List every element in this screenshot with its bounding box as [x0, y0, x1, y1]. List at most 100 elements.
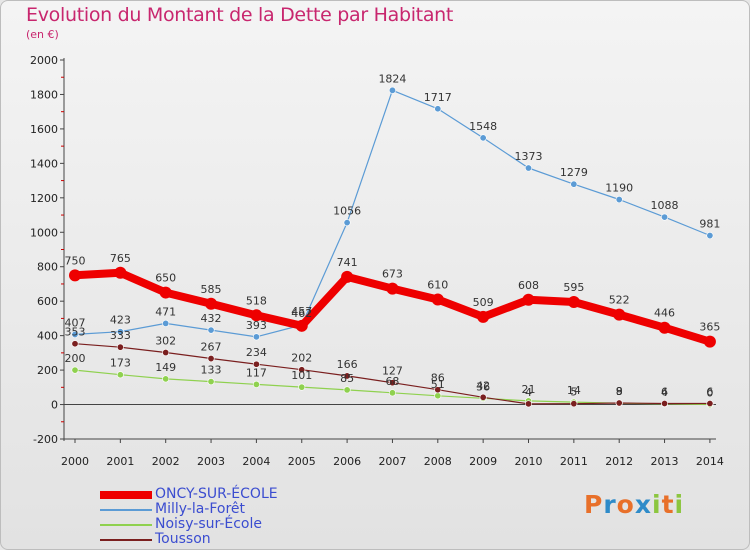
- axes: -200 0 200 400 600 800 1000 1200 1400 1600 1800 200…: [30, 54, 724, 468]
- data-point: [567, 296, 580, 309]
- legend-item: ONCY-SUR-ÉCOLE: [100, 487, 278, 502]
- data-point: [116, 343, 124, 351]
- data-point: [615, 196, 623, 204]
- data-point: [114, 266, 127, 279]
- data-point: [706, 400, 714, 408]
- data-point: [661, 400, 669, 408]
- data-label: 462: [291, 307, 312, 320]
- data-point: [71, 330, 79, 338]
- data-point: [162, 319, 170, 327]
- legend-swatch: [100, 523, 152, 526]
- y-tick-label: 1000: [30, 226, 58, 239]
- data-label: 5: [570, 386, 577, 399]
- data-label: 509: [473, 296, 494, 309]
- data-point: [116, 328, 124, 336]
- logo-letter: P: [584, 490, 604, 519]
- legend-label: ONCY-SUR-ÉCOLE: [155, 486, 278, 502]
- data-label: 4: [661, 386, 668, 399]
- logo-letter: x: [634, 490, 652, 519]
- x-tick-label: 2006: [333, 455, 361, 468]
- data-point: [343, 372, 351, 380]
- legend-swatch: [100, 490, 152, 499]
- data-point: [570, 400, 578, 408]
- x-tick-label: 2014: [696, 455, 724, 468]
- legend-swatch: [100, 538, 152, 541]
- y-tick-label: 200: [37, 364, 58, 377]
- data-label: 981: [699, 218, 720, 231]
- y-tick-label: 600: [37, 295, 58, 308]
- data-label: 1279: [560, 166, 588, 179]
- data-label: 1373: [515, 150, 543, 163]
- chart-title: Evolution du Montant de la Dette par Hab…: [26, 4, 454, 26]
- data-point: [162, 375, 170, 383]
- data-point: [252, 360, 260, 368]
- data-point: [250, 309, 263, 322]
- line-chart: -200 0 200 400 600 800 1000 1200 1400 1600 1800 200…: [30, 54, 724, 468]
- y-tick-label: 1200: [30, 192, 58, 205]
- data-point: [343, 386, 351, 394]
- x-tick-label: 2002: [152, 455, 180, 468]
- data-label: 173: [110, 357, 131, 370]
- logo-letter: t: [661, 490, 675, 519]
- data-point: [613, 308, 626, 321]
- data-point: [341, 270, 354, 283]
- data-label: 302: [155, 335, 176, 348]
- data-point: [207, 378, 215, 386]
- data-label: 765: [110, 252, 131, 265]
- x-tick-label: 2011: [560, 455, 588, 468]
- chart-subtitle: (en €): [26, 28, 59, 41]
- data-point: [116, 371, 124, 379]
- data-point: [298, 383, 306, 391]
- data-label: 1717: [424, 91, 452, 104]
- data-point: [431, 293, 444, 306]
- data-label: 4: [525, 386, 532, 399]
- y-tick-label: 1600: [30, 123, 58, 136]
- x-tick-label: 2003: [197, 455, 225, 468]
- data-label: 1824: [378, 72, 406, 85]
- legend-swatch: [100, 508, 152, 511]
- data-label: 750: [65, 254, 86, 267]
- data-point: [434, 105, 442, 113]
- data-label: 85: [340, 372, 354, 385]
- data-point: [615, 399, 623, 407]
- data-point: [658, 321, 671, 334]
- legend-label: Tousson: [155, 531, 211, 547]
- data-label: 8: [616, 385, 623, 398]
- data-label: 68: [385, 375, 399, 388]
- data-label: 446: [654, 307, 675, 320]
- data-point: [69, 269, 81, 282]
- logo-letter: i: [652, 490, 662, 519]
- x-tick-label: 2008: [424, 455, 452, 468]
- data-label: 86: [431, 372, 445, 385]
- x-tick-label: 2007: [378, 455, 406, 468]
- data-label: 133: [201, 364, 222, 377]
- data-label: 1190: [605, 182, 633, 195]
- data-point: [388, 379, 396, 387]
- data-point: [252, 333, 260, 341]
- data-label: 21: [522, 383, 536, 396]
- data-label: 9: [616, 385, 623, 398]
- data-label: 393: [246, 319, 267, 332]
- x-tick-label: 2000: [61, 455, 89, 468]
- data-label: 6: [706, 386, 713, 399]
- data-label: 149: [155, 361, 176, 374]
- data-point: [524, 400, 532, 408]
- y-tick-label: 1800: [30, 88, 58, 101]
- data-label: 267: [201, 341, 222, 354]
- data-point: [162, 349, 170, 357]
- data-label: 200: [65, 352, 86, 365]
- data-label: 202: [291, 352, 312, 365]
- data-label: 1088: [651, 199, 679, 212]
- data-point: [71, 366, 79, 374]
- data-label: 353: [65, 326, 86, 339]
- data-label: 457: [291, 305, 312, 318]
- data-label: 36: [476, 380, 490, 393]
- data-point: [207, 326, 215, 334]
- data-label: 365: [699, 321, 720, 334]
- data-label: 0: [706, 387, 713, 400]
- data-label: 673: [382, 268, 403, 281]
- data-label: 166: [337, 358, 358, 371]
- data-labels: 407 4234714323934621056182417171548137312…: [65, 72, 721, 399]
- data-point: [661, 213, 669, 221]
- data-point: [298, 366, 306, 374]
